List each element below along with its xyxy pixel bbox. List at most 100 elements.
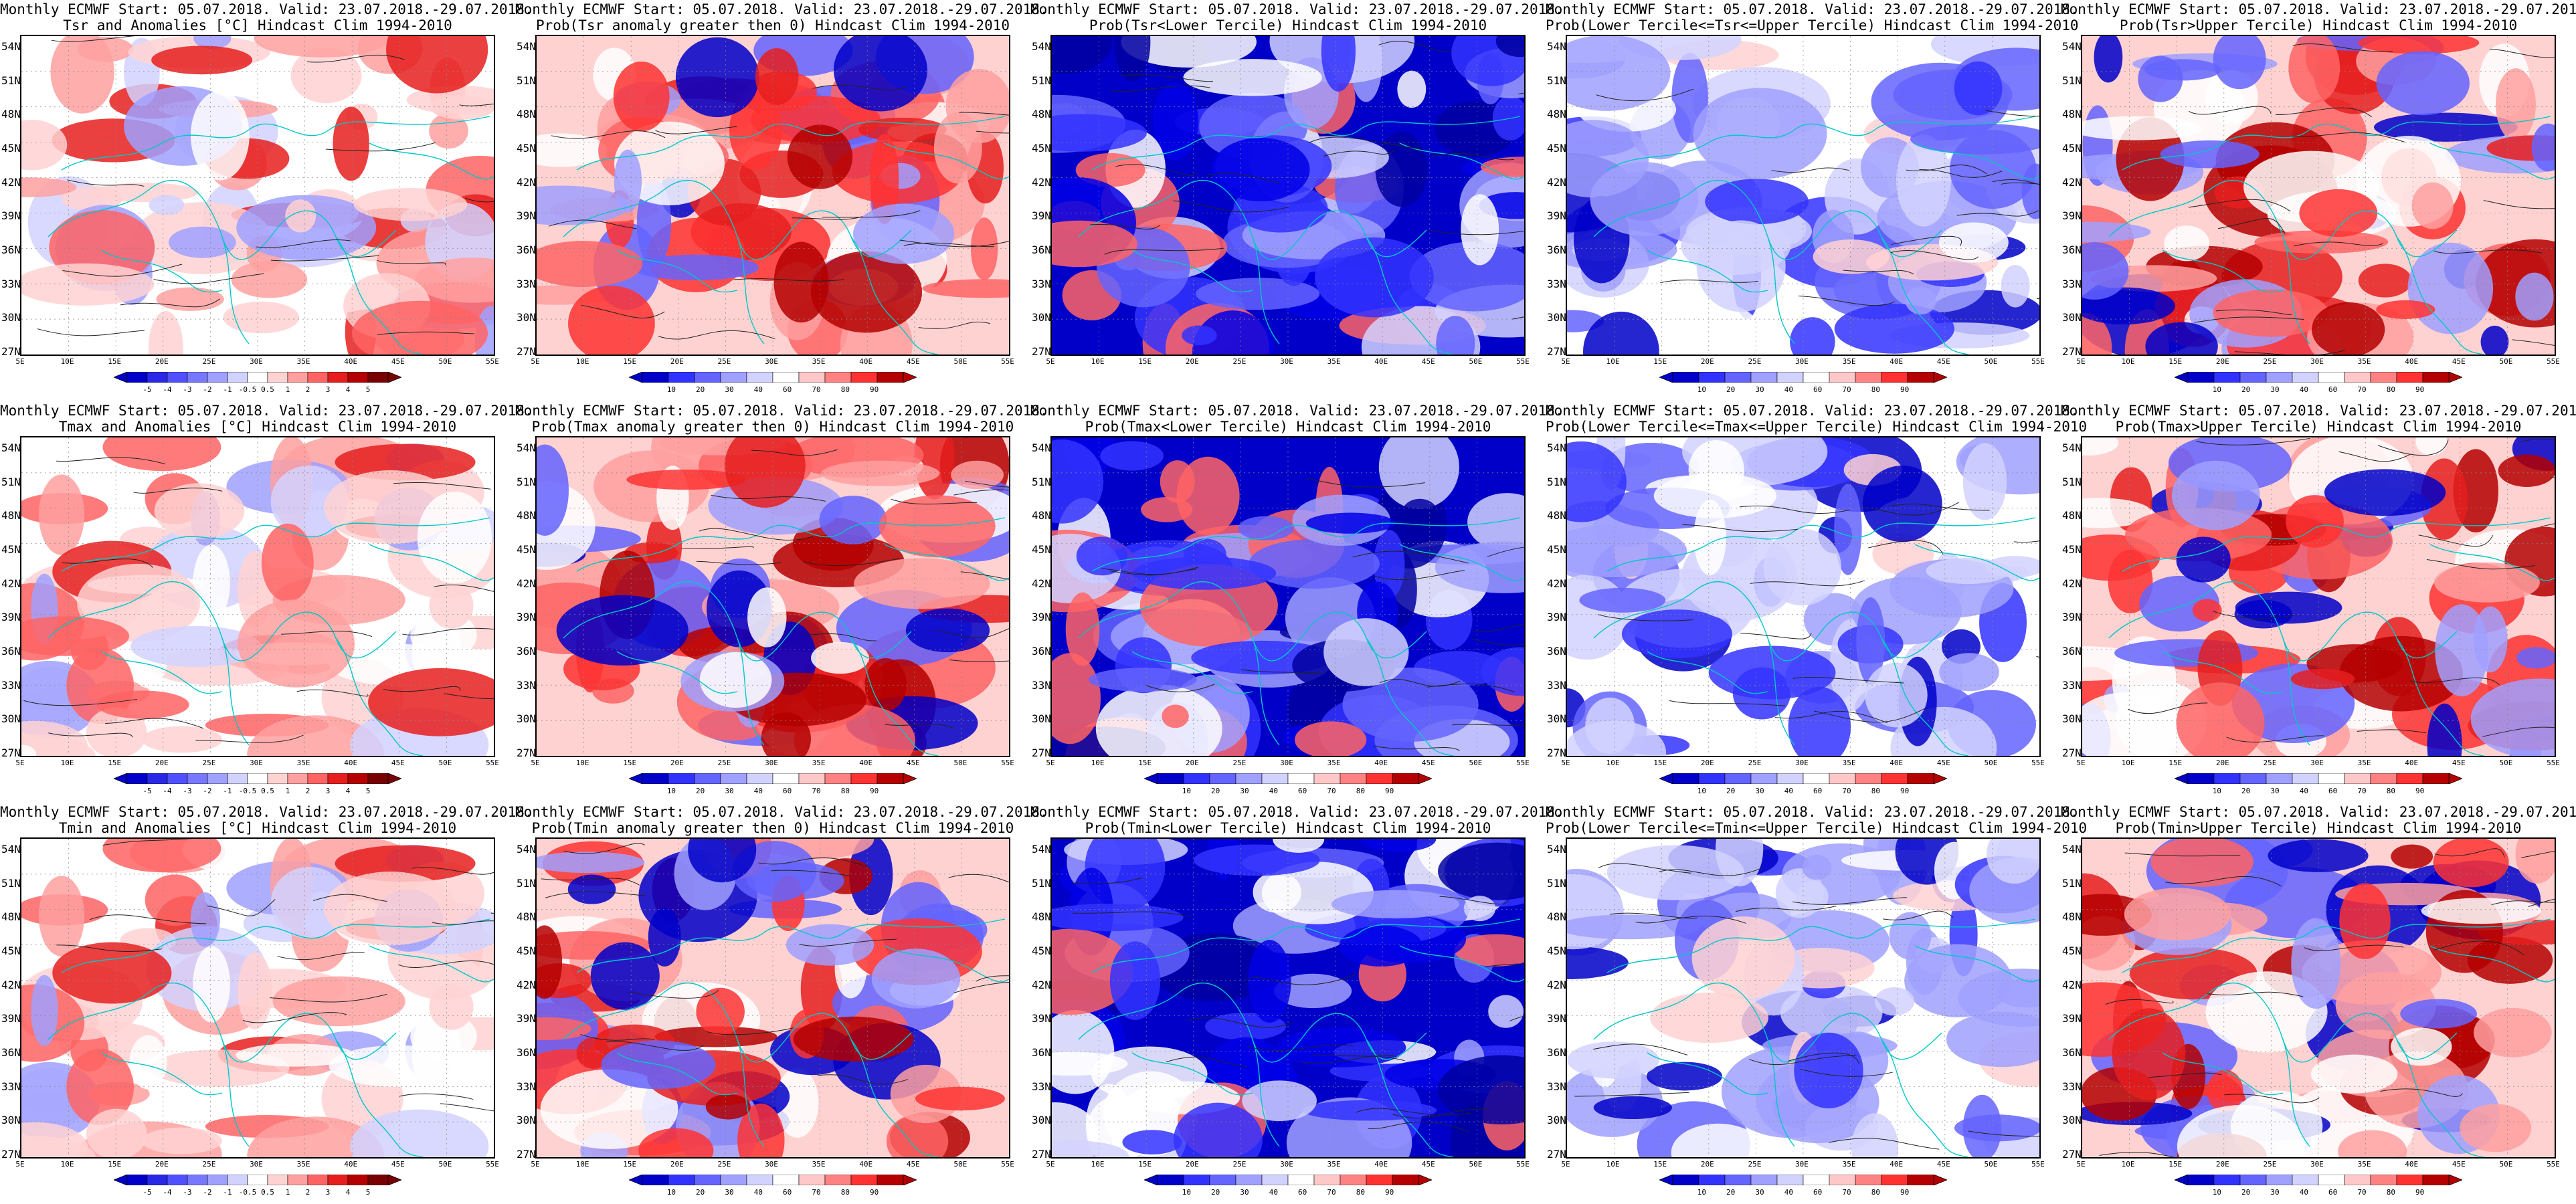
lon-tick-label: 40E xyxy=(2405,759,2419,767)
map-panel: Monthly ECMWF Start: 05.07.2018. Valid: … xyxy=(0,803,533,1204)
colorbar-label: 90 xyxy=(1900,787,1910,795)
colorbar-label: -0.5 xyxy=(238,1188,257,1197)
lon-tick-label: 10E xyxy=(1091,1160,1105,1169)
lat-tick-label: 30N xyxy=(1032,1114,1051,1127)
lon-tick-label: 35E xyxy=(296,759,310,767)
lat-tick-label: 30N xyxy=(1,712,21,726)
colorbar-label: 10 xyxy=(2212,1188,2221,1197)
panel-subtitle: Prob(Lower Tercile<=Tmin<=Upper Tercile)… xyxy=(1546,820,2088,836)
colorbar xyxy=(628,371,918,383)
map-panel: Monthly ECMWF Start: 05.07.2018. Valid: … xyxy=(1030,803,1564,1204)
lon-tick-label: 10E xyxy=(1091,357,1105,366)
lat-tick-label: 33N xyxy=(517,277,536,290)
lon-tick-label: 5E xyxy=(531,759,540,767)
colorbar-label: 10 xyxy=(1182,787,1191,795)
lon-tick-label: 35E xyxy=(296,357,310,366)
lat-tick-label: 33N xyxy=(2062,1080,2082,1093)
lat-tick-label: 54N xyxy=(2062,40,2082,53)
colorbar-label: -0.5 xyxy=(238,787,257,795)
lat-tick-label: 42N xyxy=(1,577,21,590)
colorbar-label: 3 xyxy=(325,1188,331,1197)
forecast-map xyxy=(535,436,1010,757)
lon-tick-label: 10E xyxy=(575,1160,589,1169)
colorbar-label: 5 xyxy=(365,787,371,795)
colorbar-label: 40 xyxy=(753,1188,763,1197)
lon-tick-label: 20E xyxy=(2215,357,2229,366)
colorbar xyxy=(2173,773,2464,785)
lon-tick-label: 55E xyxy=(1001,1160,1014,1169)
lon-tick-label: 20E xyxy=(670,759,684,767)
forecast-map xyxy=(20,837,495,1159)
lat-tick-label: 45N xyxy=(1,543,21,556)
colorbar-label: 1 xyxy=(285,1188,290,1197)
lon-tick-label: 50E xyxy=(1469,759,1483,767)
lon-tick-label: 10E xyxy=(1606,1160,1620,1169)
colorbar-label: -1 xyxy=(223,787,232,795)
lat-tick-label: 51N xyxy=(2062,475,2082,488)
colorbar-label: -0.5 xyxy=(238,385,257,394)
lat-tick-label: 54N xyxy=(2062,843,2082,856)
lon-tick-label: 55E xyxy=(1516,1160,1530,1169)
lat-tick-label: 39N xyxy=(517,611,536,624)
lon-tick-label: 5E xyxy=(1046,357,1055,366)
lon-tick-label: 30E xyxy=(1795,759,1809,767)
colorbar-label: 60 xyxy=(1813,787,1823,795)
forecast-map xyxy=(2081,837,2556,1159)
map-panel: Monthly ECMWF Start: 05.07.2018. Valid: … xyxy=(1030,0,1564,401)
panel-title: Monthly ECMWF Start: 05.07.2018. Valid: … xyxy=(2061,403,2576,419)
lat-tick-label: 45N xyxy=(517,944,536,957)
colorbar-label: 10 xyxy=(2212,385,2221,394)
colorbar-label: 20 xyxy=(2241,1188,2251,1197)
lat-tick-label: 45N xyxy=(1032,543,1051,556)
colorbar-label: 10 xyxy=(1697,385,1706,394)
colorbar xyxy=(1658,773,1948,785)
colorbar-label: 1 xyxy=(285,385,290,394)
lat-tick-label: 54N xyxy=(1,843,21,856)
lon-tick-label: 15E xyxy=(623,1160,637,1169)
colorbar-label: 60 xyxy=(783,385,792,394)
lon-tick-label: 55E xyxy=(486,357,499,366)
lat-tick-label: 33N xyxy=(2062,277,2082,290)
lat-tick-label: 45N xyxy=(1,944,21,957)
lat-tick-label: 39N xyxy=(1032,611,1051,624)
map-panel: Monthly ECMWF Start: 05.07.2018. Valid: … xyxy=(515,0,1048,401)
lat-tick-label: 45N xyxy=(517,142,536,155)
lat-tick-label: 36N xyxy=(2062,243,2082,256)
forecast-map xyxy=(2081,436,2556,757)
colorbar-label: 30 xyxy=(2270,1188,2280,1197)
lat-tick-label: 42N xyxy=(1032,175,1051,189)
lon-tick-label: 40E xyxy=(859,759,873,767)
lon-tick-label: 35E xyxy=(296,1160,310,1169)
lon-tick-label: 45E xyxy=(2452,1160,2466,1169)
lat-tick-label: 39N xyxy=(517,209,536,223)
lon-tick-label: 35E xyxy=(1327,759,1341,767)
lon-tick-label: 45E xyxy=(906,759,920,767)
colorbar-label: 70 xyxy=(2357,787,2367,795)
lon-tick-label: 55E xyxy=(1001,357,1014,366)
lat-tick-label: 48N xyxy=(2062,509,2082,522)
colorbar-label: 90 xyxy=(2415,1188,2425,1197)
lat-tick-label: 51N xyxy=(2062,74,2082,87)
lon-tick-label: 10E xyxy=(2121,759,2135,767)
lon-tick-label: 25E xyxy=(2263,1160,2277,1169)
colorbar-label: -1 xyxy=(223,1188,232,1197)
colorbar-label: 4 xyxy=(345,787,351,795)
lon-tick-label: 50E xyxy=(1469,357,1483,366)
lat-tick-label: 54N xyxy=(1547,441,1566,454)
colorbar-label: 80 xyxy=(1871,1188,1880,1197)
lat-tick-label: 54N xyxy=(1,441,21,454)
lon-tick-label: 55E xyxy=(2547,759,2560,767)
colorbar-label: 30 xyxy=(1240,787,1249,795)
lon-tick-label: 15E xyxy=(623,759,637,767)
colorbar-label: 20 xyxy=(696,385,705,394)
lat-tick-label: 51N xyxy=(1032,475,1051,488)
colorbar-label: 40 xyxy=(1784,787,1793,795)
lat-tick-label: 30N xyxy=(2062,1114,2082,1127)
lat-tick-label: 33N xyxy=(1547,1080,1566,1093)
colorbar-label: 30 xyxy=(1240,1188,1249,1197)
lon-tick-label: 15E xyxy=(1653,357,1667,366)
map-panel: Monthly ECMWF Start: 05.07.2018. Valid: … xyxy=(1546,401,2087,803)
colorbar-label: 90 xyxy=(870,787,879,795)
panel-subtitle: Prob(Tmax<Lower Tercile) Hindcast Clim 1… xyxy=(1085,419,1491,435)
map-panel: Monthly ECMWF Start: 05.07.2018. Valid: … xyxy=(2061,803,2576,1204)
